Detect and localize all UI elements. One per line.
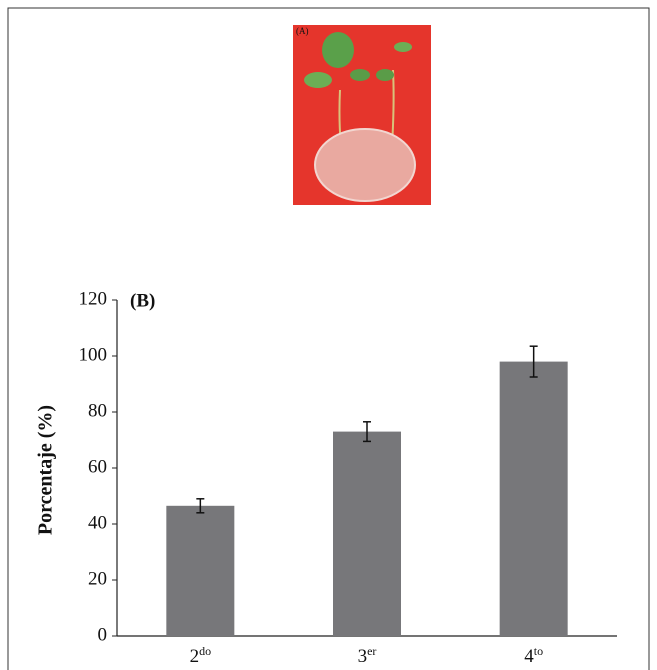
- x-tick-label: 3er: [358, 644, 377, 668]
- y-tick-label: 100: [79, 344, 108, 365]
- x-tick-label: 4to: [524, 644, 543, 668]
- y-tick-label: 80: [88, 400, 107, 421]
- y-tick-label: 40: [88, 512, 107, 533]
- y-tick-label: 20: [88, 568, 107, 589]
- figure: (A) (B) Porcentaje (%) 0 20 40 60 80 100 120 2d…: [0, 0, 657, 670]
- category-number: 3: [358, 646, 368, 667]
- category-suffix: er: [367, 644, 376, 658]
- x-tick-label: 2do: [190, 644, 212, 668]
- bar: [166, 506, 234, 636]
- y-tick-label: 120: [79, 288, 108, 309]
- bar: [500, 362, 568, 636]
- category-suffix: do: [199, 644, 211, 658]
- category-number: 4: [524, 646, 534, 667]
- photo: [293, 25, 431, 205]
- panel-label: (B): [130, 290, 155, 311]
- y-tick-label: 60: [88, 456, 107, 477]
- bar: [333, 432, 401, 636]
- photo-label: (A): [296, 26, 309, 36]
- y-axis-title: Porcentaje (%): [35, 405, 57, 535]
- category-number: 2: [190, 646, 200, 667]
- category-suffix: to: [534, 644, 543, 658]
- y-tick-label: 0: [98, 624, 108, 645]
